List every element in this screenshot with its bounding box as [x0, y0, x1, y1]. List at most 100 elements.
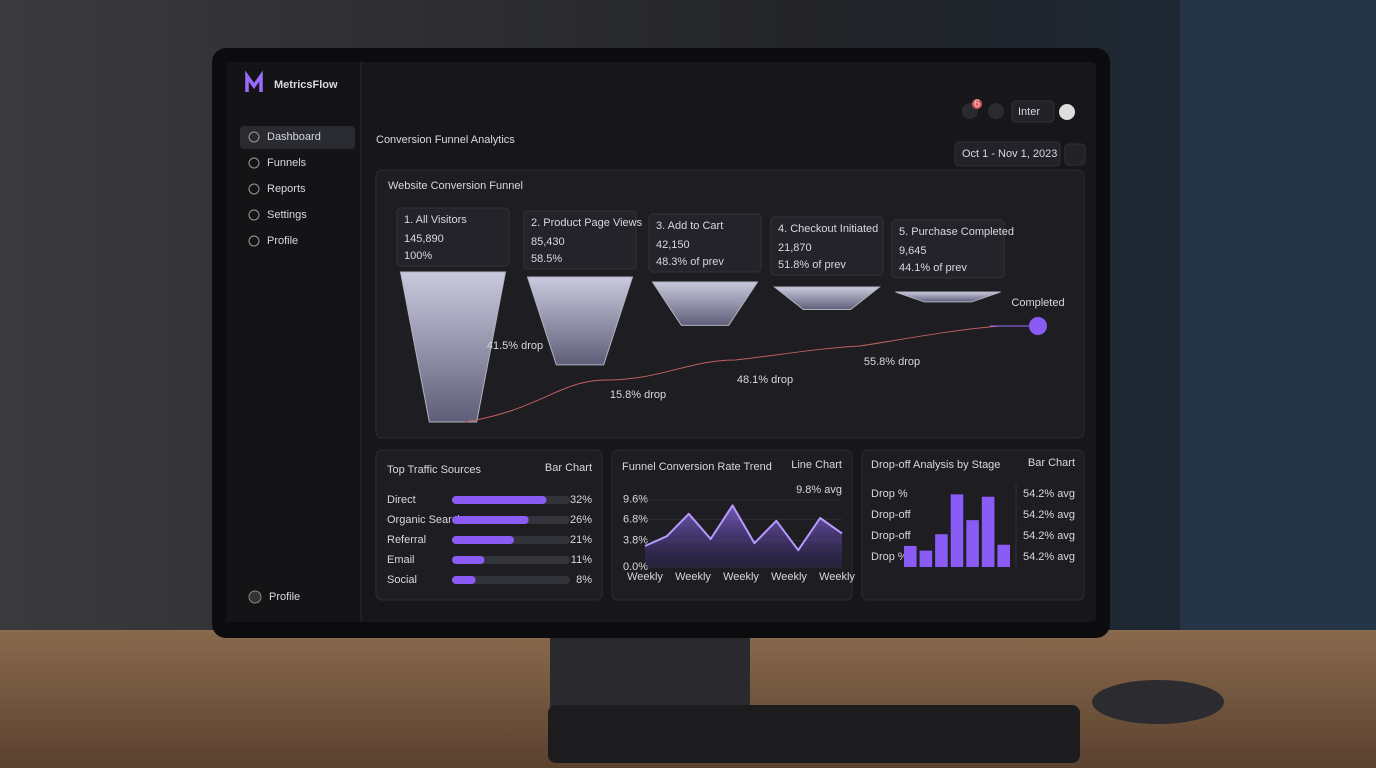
stage-label: 2. Product Page Views: [531, 217, 643, 229]
page-title: Conversion Funnel Analytics: [376, 134, 515, 146]
y-tick-label: 3.8%: [623, 534, 648, 546]
nav-icon: [248, 183, 260, 195]
nav-item[interactable]: Settings: [267, 209, 307, 221]
nav-item[interactable]: Dashboard: [267, 131, 321, 143]
source-value: 11%: [571, 554, 592, 566]
x-tick-label: Weekly: [675, 571, 711, 583]
card-title: Top Traffic Sources: [387, 464, 481, 476]
user-menu[interactable]: [1011, 100, 1055, 123]
card-tag: Bar Chart: [1028, 457, 1075, 469]
stage-sub: 48.3% of prev: [656, 256, 724, 268]
funnel-segment: [651, 281, 759, 326]
bar: [452, 496, 547, 504]
bar: [452, 536, 514, 544]
row-label: Drop %: [871, 551, 908, 563]
notify-badge: [972, 99, 982, 109]
stage-label: 1. All Visitors: [404, 214, 467, 226]
stage-box: [648, 213, 762, 273]
stage-value: 85,430: [531, 236, 565, 248]
stage-label: 3. Add to Cart: [656, 220, 723, 232]
source-name: Organic Search: [387, 514, 463, 526]
stage-sub: 51.8% of prev: [778, 259, 846, 271]
date-range: Oct 1 - Nov 1, 2023: [962, 148, 1057, 160]
stage-value: 9,645: [899, 245, 927, 257]
nav-icon: [248, 209, 260, 221]
bar: [966, 520, 979, 567]
avg-label: 9.8% avg: [796, 484, 842, 496]
row-value: 54.2% avg: [1023, 530, 1075, 542]
x-tick-label: Weekly: [819, 571, 855, 583]
mouse: [1092, 680, 1224, 724]
stage-label: 4. Checkout Initiated: [778, 223, 878, 235]
drop-label: 55.8% drop: [864, 356, 920, 368]
end-check: [1029, 317, 1047, 335]
x-tick-label: Weekly: [771, 571, 807, 583]
source-value: 21%: [570, 534, 592, 546]
row-label: Drop-off: [871, 509, 911, 521]
stage-value: 145,890: [404, 233, 444, 245]
profile-icon: [248, 590, 262, 604]
drop-curve: [464, 325, 1001, 423]
stage-sub: 44.1% of prev: [899, 262, 967, 274]
user-button[interactable]: [1064, 143, 1086, 166]
bar: [935, 534, 948, 567]
row-value: 54.2% avg: [1023, 509, 1075, 521]
stage-label: 5. Purchase Completed: [899, 226, 1014, 238]
row-label: Drop-off: [871, 530, 911, 542]
bell-icon[interactable]: [988, 103, 1004, 119]
nav-icon: [248, 131, 260, 143]
funnel-segment: [895, 291, 1001, 303]
card-title: Website Conversion Funnel: [388, 180, 523, 192]
source-name: Referral: [387, 534, 426, 546]
row-value: 54.2% avg: [1023, 488, 1075, 500]
bar: [919, 550, 933, 567]
funnel-segment: [773, 286, 881, 310]
card-title: Drop-off Analysis by Stage: [871, 459, 1000, 471]
bar: [981, 496, 995, 567]
stage-box: [770, 216, 884, 276]
funnel-segment: [399, 271, 507, 423]
bar-track: [452, 576, 570, 584]
logo-icon: [245, 70, 263, 92]
stage-sub: 100%: [404, 250, 432, 262]
user-menu-label: Inter: [1018, 106, 1040, 118]
card-tag: Bar Chart: [545, 462, 592, 474]
avatar[interactable]: [1059, 104, 1075, 120]
row-value: 54.2% avg: [1023, 551, 1075, 563]
bar: [904, 545, 917, 567]
drop-label: 41.5% drop: [487, 340, 543, 352]
nav-item[interactable]: Reports: [267, 183, 306, 195]
source-name: Social: [387, 574, 417, 586]
source-name: Email: [387, 554, 415, 566]
notify-count: 6: [974, 98, 980, 110]
y-tick-label: 0.0%: [623, 561, 648, 573]
drop-label: 48.1% drop: [737, 374, 793, 386]
stage-box: [396, 207, 510, 267]
end-label: Completed: [1011, 297, 1064, 309]
card-tag: Line Chart: [791, 459, 842, 471]
source-value: 26%: [570, 514, 592, 526]
source-value: 8%: [576, 574, 592, 586]
source-name: Direct: [387, 494, 416, 506]
row-label: Drop %: [871, 488, 908, 500]
nav-item[interactable]: Profile: [267, 235, 298, 247]
y-tick-label: 6.8%: [623, 513, 648, 525]
monitor-stand: [550, 620, 750, 715]
nav-item[interactable]: Funnels: [267, 157, 307, 169]
nav-icon: [248, 235, 260, 247]
x-tick-label: Weekly: [627, 571, 663, 583]
card-title: Funnel Conversion Rate Trend: [622, 461, 772, 473]
nav-active: [240, 126, 355, 149]
stage-sub: 58.5%: [531, 253, 562, 265]
keyboard: [548, 705, 1080, 763]
window: [1180, 0, 1376, 640]
bar: [452, 576, 476, 584]
sidebar: [226, 62, 361, 622]
bar: [997, 544, 1010, 567]
bar: [452, 516, 529, 524]
profile-link[interactable]: Profile: [269, 591, 300, 603]
app-name: MetricsFlow: [274, 79, 338, 91]
bar: [950, 494, 964, 567]
date-picker[interactable]: [954, 141, 1061, 167]
